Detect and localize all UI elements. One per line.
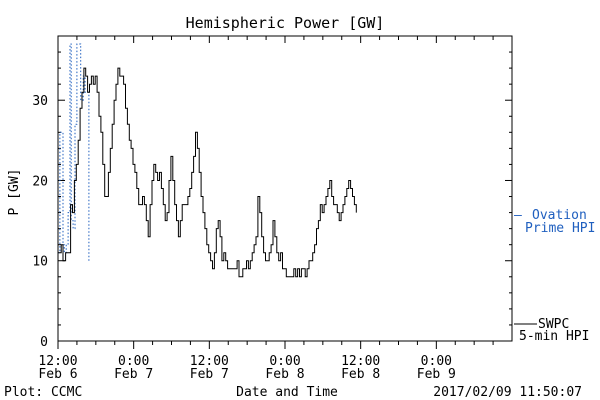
series-line xyxy=(58,67,357,278)
plot-credit: Plot: CCMC xyxy=(4,385,82,400)
x-tick-time-label: 0:00 xyxy=(118,354,149,369)
x-tick-time-label: 12:00 xyxy=(190,354,229,369)
x-tick-time-label: 12:00 xyxy=(38,354,77,369)
legend-ovation: – Ovation Prime HPI xyxy=(514,208,595,236)
legend-swpc: SWPC 5-min HPI xyxy=(514,317,589,344)
x-tick-date-label: Feb 7 xyxy=(114,367,153,382)
plot-frame xyxy=(57,35,513,342)
series-swpc-hpi xyxy=(58,67,357,278)
x-tick-time-label: 12:00 xyxy=(341,354,380,369)
y-tick-label: 0 xyxy=(40,335,48,350)
legend-ovation-line1: Ovation xyxy=(532,208,587,223)
y-axis-label: P [GW] xyxy=(7,169,22,216)
x-tick-time-label: 0:00 xyxy=(269,354,300,369)
x-tick-date-label: Feb 6 xyxy=(38,367,77,382)
chart-title: Hemispheric Power [GW] xyxy=(186,14,385,32)
plot-timestamp: 2017/02/09 11:50:07 xyxy=(433,385,582,400)
y-tick-label: 20 xyxy=(32,174,48,189)
legend-swpc-line2: 5-min HPI xyxy=(519,329,589,344)
legend-ovation-line2: Prime HPI xyxy=(525,221,595,236)
y-axis-ticks: 0 10 20 30 xyxy=(32,35,512,350)
legend-ovation-dash: – xyxy=(514,208,522,223)
legend-swpc-line1: SWPC xyxy=(538,317,569,332)
y-tick-label: 30 xyxy=(32,94,48,109)
x-tick-date-label: Feb 8 xyxy=(341,367,380,382)
series-layer xyxy=(58,43,357,278)
x-tick-date-label: Feb 7 xyxy=(190,367,229,382)
x-tick-date-label: Feb 9 xyxy=(417,367,456,382)
x-axis-label: Date and Time xyxy=(236,385,338,400)
y-tick-label: 10 xyxy=(32,255,48,270)
x-tick-time-label: 0:00 xyxy=(421,354,452,369)
x-tick-date-label: Feb 8 xyxy=(265,367,304,382)
